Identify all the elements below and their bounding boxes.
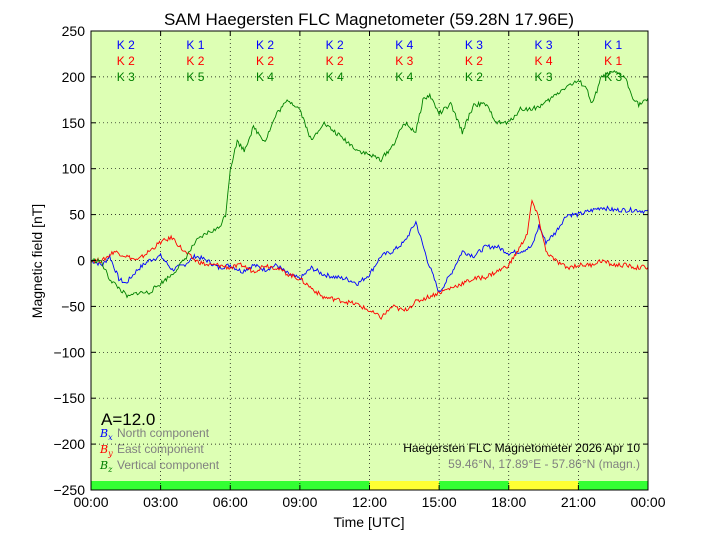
k-index-labels: K 2 K 1 K 2 K 2 K 4 K 3 K 3 K 1 K 2 K 2 K 2 K 2 K 3 K… bbox=[117, 38, 623, 84]
k-index-label: K 4 bbox=[256, 70, 274, 84]
k-index-label: K 4 bbox=[395, 70, 413, 84]
k-index-label: K 3 bbox=[535, 38, 553, 52]
a-index: A=12.0 bbox=[101, 410, 155, 429]
x-tick-label: 00:00 bbox=[73, 494, 108, 510]
x-tick-label: 03:00 bbox=[143, 494, 178, 510]
y-tick-label: −100 bbox=[53, 344, 85, 360]
x-tick-label: 15:00 bbox=[422, 494, 457, 510]
y-tick-label: 50 bbox=[69, 207, 85, 223]
y-tick-label: −250 bbox=[53, 482, 85, 498]
status-bar bbox=[91, 481, 648, 490]
series-line-z bbox=[90, 69, 649, 299]
k-index-label: K 2 bbox=[256, 38, 274, 52]
k-index-label: K 2 bbox=[256, 54, 274, 68]
x-tick-label: 09:00 bbox=[282, 494, 317, 510]
series-line-y bbox=[90, 198, 649, 320]
k-index-label: K 2 bbox=[117, 38, 135, 52]
status-segment bbox=[578, 481, 648, 490]
k-index-label: K 1 bbox=[186, 38, 204, 52]
k-index-label: K 3 bbox=[395, 54, 413, 68]
k-index-label: K 2 bbox=[326, 54, 344, 68]
y-tick-label: −50 bbox=[61, 298, 85, 314]
status-segment bbox=[439, 481, 509, 490]
k-index-label: K 2 bbox=[326, 38, 344, 52]
series-lines bbox=[90, 69, 649, 320]
series-line-x bbox=[90, 205, 649, 293]
y-tick-label: 200 bbox=[62, 69, 86, 85]
y-tick-label: −150 bbox=[53, 390, 85, 406]
info-line-2: 59.46°N, 17.89°E - 57.86°N (magn.) bbox=[448, 457, 640, 471]
k-index-label: K 4 bbox=[395, 38, 413, 52]
k-index-label: K 1 bbox=[604, 38, 622, 52]
k-index-label: K 2 bbox=[117, 54, 135, 68]
plot-frame bbox=[90, 30, 649, 491]
x-tick-label: 00:00 bbox=[630, 494, 665, 510]
k-index-label: K 3 bbox=[604, 70, 622, 84]
y-tick-label: 250 bbox=[62, 23, 86, 39]
y-tick-label: 100 bbox=[62, 161, 86, 177]
y-tick-label: 150 bbox=[62, 115, 86, 131]
k-index-label: K 1 bbox=[604, 54, 622, 68]
chart-title: SAM Haegersten FLC Magnetometer (59.28N … bbox=[164, 10, 574, 29]
k-index-label: K 4 bbox=[326, 70, 344, 84]
status-segment bbox=[160, 481, 231, 490]
k-index-label: K 3 bbox=[535, 70, 553, 84]
y-tick-label: 0 bbox=[77, 253, 85, 269]
legend-label: North component bbox=[117, 426, 210, 440]
legend-label: Vertical component bbox=[117, 458, 220, 472]
k-index-label: K 2 bbox=[465, 54, 483, 68]
status-segment bbox=[508, 481, 579, 490]
x-tick-label: 21:00 bbox=[561, 494, 596, 510]
status-segment bbox=[299, 481, 370, 490]
k-index-label: K 3 bbox=[465, 38, 483, 52]
x-tick-label: 12:00 bbox=[352, 494, 387, 510]
x-axis-ticks: 00:00 03:00 06:00 09:00 12:00 15:00 18:00 21:00… bbox=[73, 31, 666, 510]
info-line-1: Haegersten FLC Magnetometer 2026 Apr 10 bbox=[403, 441, 640, 455]
status-segment bbox=[369, 481, 440, 490]
k-index-label: K 2 bbox=[465, 70, 483, 84]
legend-label: East component bbox=[117, 442, 204, 456]
x-tick-label: 06:00 bbox=[213, 494, 248, 510]
x-tick-label: 18:00 bbox=[491, 494, 526, 510]
k-index-label: K 4 bbox=[535, 54, 553, 68]
k-index-label: K 5 bbox=[186, 70, 204, 84]
x-axis-label: Time [UTC] bbox=[333, 514, 404, 530]
k-index-label: K 2 bbox=[186, 54, 204, 68]
status-segment bbox=[230, 481, 300, 490]
y-axis-ticks: 250 200 150 100 50 0 −50 −100 −150 −200 −250 bbox=[53, 23, 648, 498]
y-tick-label: −200 bbox=[53, 436, 85, 452]
k-index-label: K 3 bbox=[117, 70, 135, 84]
y-axis-label: Magnetic field [nT] bbox=[29, 204, 45, 318]
status-segment bbox=[91, 481, 161, 490]
